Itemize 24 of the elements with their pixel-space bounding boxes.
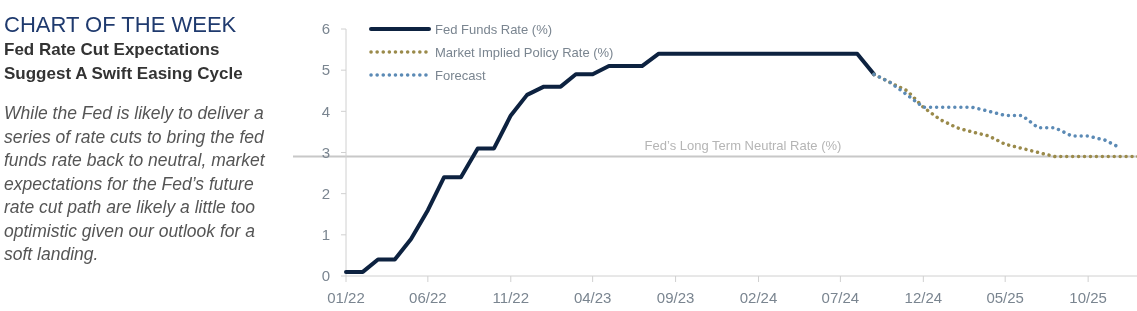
x-tick-label: 05/25 xyxy=(986,289,1024,306)
legend-label: Market Implied Policy Rate (%) xyxy=(434,44,614,60)
y-tick-label: 1 xyxy=(321,226,331,244)
y-tick-label: 0 xyxy=(321,267,331,285)
y-tick-label: 6 xyxy=(321,20,331,38)
text: CHART OF THE WEEK xyxy=(4,12,238,38)
x-tick-label: 04/23 xyxy=(573,289,612,306)
text: While the Fed is likely to deliver a series of rate cuts to bring the fed funds rate back to neutral, market expectations for the Fed’s future rate cut path are likely a little too optimistic given our outlook for a soft landing. xyxy=(4,102,266,266)
x-tick-label: 02/24 xyxy=(739,289,778,306)
y-tick-label: 5 xyxy=(321,61,331,79)
x-tick-label: 06/22 xyxy=(409,289,447,306)
x-tick-label: 01/22 xyxy=(327,289,365,306)
x-tick-label: 09/23 xyxy=(656,289,695,306)
x-tick-label: 07/24 xyxy=(821,289,860,306)
legend-label: Forecast xyxy=(434,67,486,83)
y-tick-label: 2 xyxy=(321,184,331,202)
text: Fed Rate Cut Expectations Suggest A Swift Easing Cycle xyxy=(4,39,244,85)
y-tick-label: 3 xyxy=(321,143,331,161)
ref-line-label: Fed’s Long Term Neutral Rate (%) xyxy=(644,137,842,153)
x-tick-label: 11/22 xyxy=(492,289,529,306)
y-tick-label: 4 xyxy=(321,102,331,120)
x-tick-label: 10/25 xyxy=(1069,289,1107,306)
x-tick-label: 12/24 xyxy=(904,289,943,306)
legend-label: Fed Funds Rate (%) xyxy=(434,21,553,37)
